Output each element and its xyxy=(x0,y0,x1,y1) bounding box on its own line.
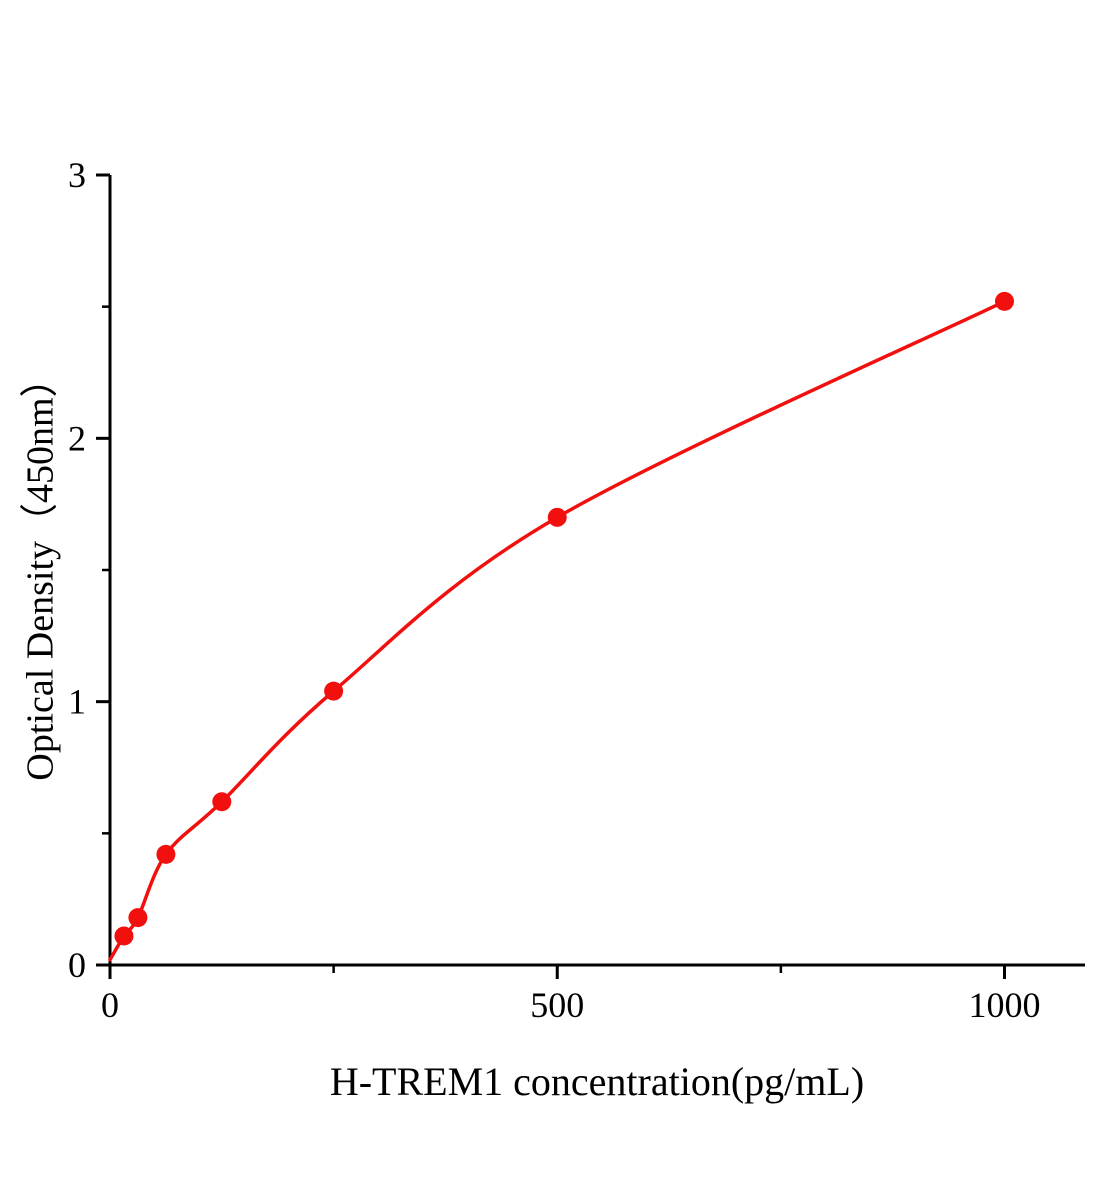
data-point-marker xyxy=(547,507,567,527)
y-tick-label: 1 xyxy=(68,682,86,722)
data-point-marker xyxy=(324,681,344,701)
y-tick-label: 2 xyxy=(68,418,86,458)
data-point-marker xyxy=(994,291,1014,311)
fitted-curve-line xyxy=(108,299,1007,962)
x-tick-label: 1000 xyxy=(968,985,1040,1025)
data-point-marker xyxy=(212,792,232,812)
y-axis-title: Optical Density（450nm） xyxy=(19,359,62,781)
data-point-marker xyxy=(156,844,176,864)
x-axis-title: H-TREM1 concentration(pg/mL) xyxy=(329,1059,865,1104)
data-point-marker xyxy=(114,926,134,946)
x-tick-label: 0 xyxy=(101,985,119,1025)
x-tick-label: 500 xyxy=(530,985,584,1025)
y-tick-label: 3 xyxy=(68,155,86,195)
data-point-marker xyxy=(128,908,148,928)
y-tick-label: 0 xyxy=(68,945,86,985)
